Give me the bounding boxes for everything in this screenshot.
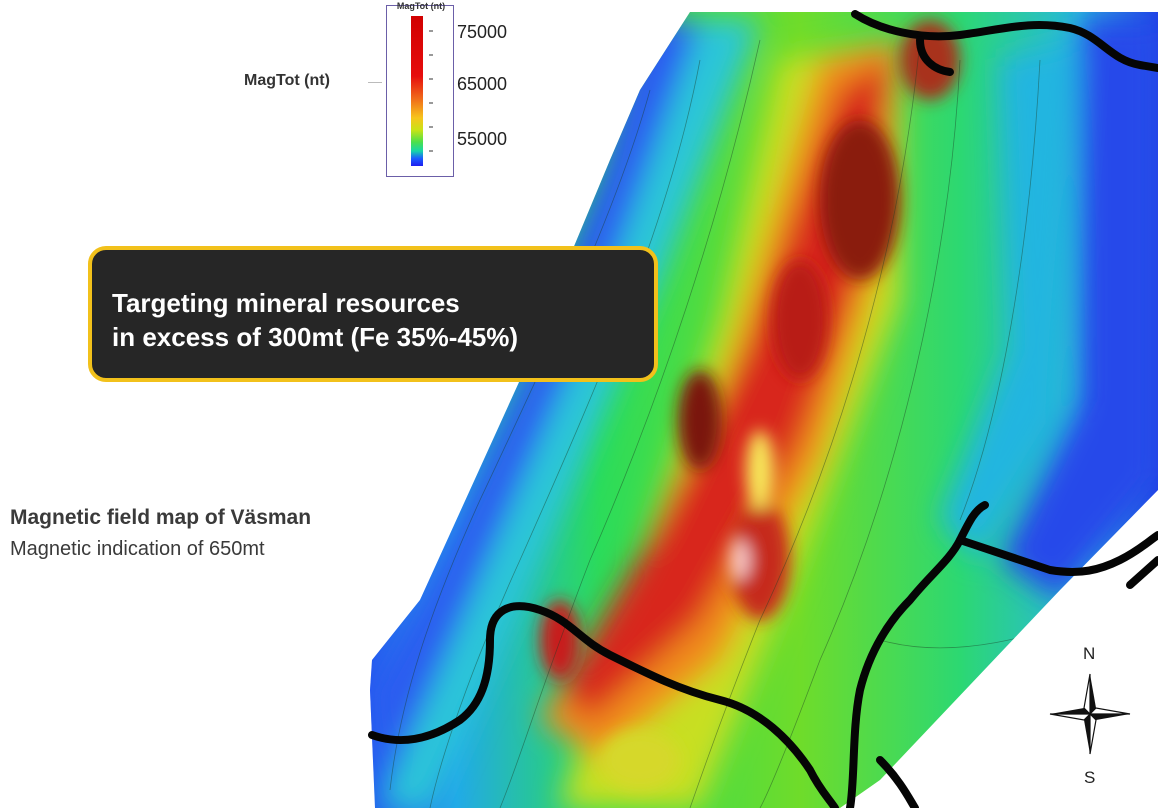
legend-value-high: 75000 bbox=[457, 22, 508, 42]
resource-callout: Targeting mineral resources in excess of… bbox=[88, 246, 658, 382]
map-title: Magnetic field map of Väsman bbox=[10, 506, 312, 529]
legend-leader-line bbox=[368, 82, 382, 83]
legend-color-bar bbox=[411, 16, 423, 166]
callout-line-1: Targeting mineral resources bbox=[112, 288, 460, 318]
anomaly-strip bbox=[370, 12, 1158, 808]
compass-rose bbox=[1049, 673, 1131, 755]
legend-box-title: MagTot (nt) bbox=[396, 2, 446, 11]
map-subtitle: Magnetic indication of 650mt bbox=[10, 538, 265, 560]
compass-north-label: N bbox=[1083, 644, 1096, 663]
compass-south-label: S bbox=[1084, 768, 1096, 787]
callout-line-2: in excess of 300mt (Fe 35%-45%) bbox=[112, 322, 519, 352]
legend-value-low: 55000 bbox=[457, 129, 508, 149]
color-legend: MagTot (nt) bbox=[386, 2, 454, 177]
legend-title: MagTot (nt) bbox=[244, 72, 330, 89]
legend-value-mid: 65000 bbox=[457, 74, 508, 94]
boundary-lines bbox=[368, 10, 1158, 808]
